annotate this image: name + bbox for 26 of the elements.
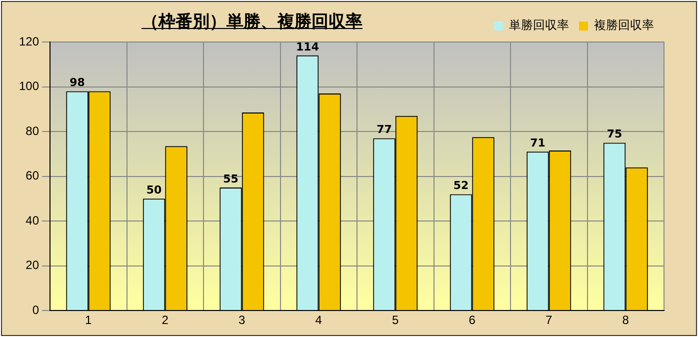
y-tick-label: 60	[26, 168, 40, 183]
x-tick-label: 1	[85, 313, 92, 328]
y-tick-label: 20	[26, 258, 40, 272]
x-tick-label: 8	[622, 313, 630, 328]
data-label: 75	[606, 128, 622, 141]
x-tick-label: 5	[392, 313, 400, 328]
x-tick-label: 2	[162, 313, 169, 328]
data-label: 77	[376, 123, 392, 136]
data-label: 55	[223, 172, 238, 186]
y-tick-label: 80	[26, 124, 40, 138]
y-tick-label: 100	[18, 79, 40, 94]
data-label: 71	[530, 136, 546, 150]
data-label: 52	[453, 179, 469, 192]
data-label: 98	[70, 76, 85, 90]
legend-label: 複勝回収率	[594, 18, 654, 32]
x-tick-label: 7	[546, 313, 553, 328]
x-tick-label: 4	[315, 313, 322, 328]
y-tick-label: 40	[26, 213, 40, 228]
legend-label: 単勝回収率	[509, 18, 569, 32]
data-label: 114	[296, 40, 320, 54]
y-tick-label: 120	[18, 34, 40, 48]
x-tick-label: 3	[238, 313, 246, 328]
x-tick-label: 6	[468, 313, 476, 328]
chart-title: （枠番別）単勝、複勝回収率	[140, 11, 364, 33]
data-label: 50	[146, 184, 162, 197]
y-tick-label: 0	[32, 302, 40, 317]
